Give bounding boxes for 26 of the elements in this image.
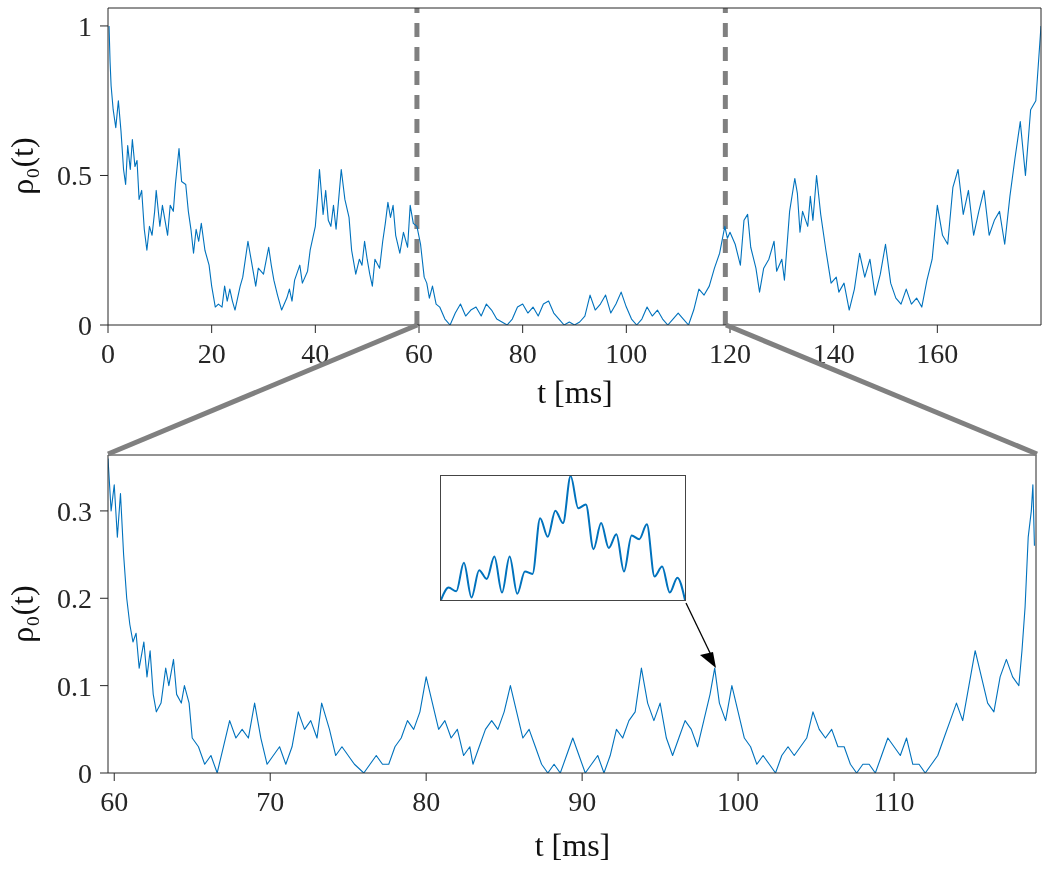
- x-tick-label: 60: [100, 785, 129, 817]
- y-tick-label: 0: [78, 757, 92, 789]
- x-tick-label: 80: [508, 337, 537, 369]
- y-axis-title: ρ₀(t): [3, 584, 41, 643]
- y-tick-label: 0.1: [57, 670, 92, 702]
- x-tick-label: 100: [605, 337, 648, 369]
- y-tick-label: 0.3: [57, 495, 92, 527]
- y-tick-label: 1: [78, 10, 92, 42]
- x-tick-label: 80: [412, 785, 441, 817]
- x-tick-label: 90: [568, 785, 597, 817]
- x-axis-title: t [ms]: [533, 826, 612, 865]
- x-tick-label: 60: [405, 337, 433, 369]
- x-tick-label: 70: [256, 785, 285, 817]
- x-tick-label: 0: [101, 337, 115, 369]
- y-tick-label: 0.5: [57, 160, 92, 192]
- x-tick-label: 110: [873, 785, 915, 817]
- x-tick-label: 140: [812, 337, 855, 369]
- x-axis-title: t [ms]: [536, 373, 614, 412]
- y-tick-label: 0.2: [57, 583, 92, 615]
- y-tick-label: 0: [78, 309, 92, 341]
- x-tick-label: 20: [197, 337, 226, 369]
- y-axis-title: ρ₀(t): [3, 137, 41, 195]
- x-tick-label: 100: [717, 785, 760, 817]
- x-tick-label: 160: [916, 337, 959, 369]
- x-tick-label: 40: [301, 337, 330, 369]
- x-tick-label: 120: [709, 337, 751, 369]
